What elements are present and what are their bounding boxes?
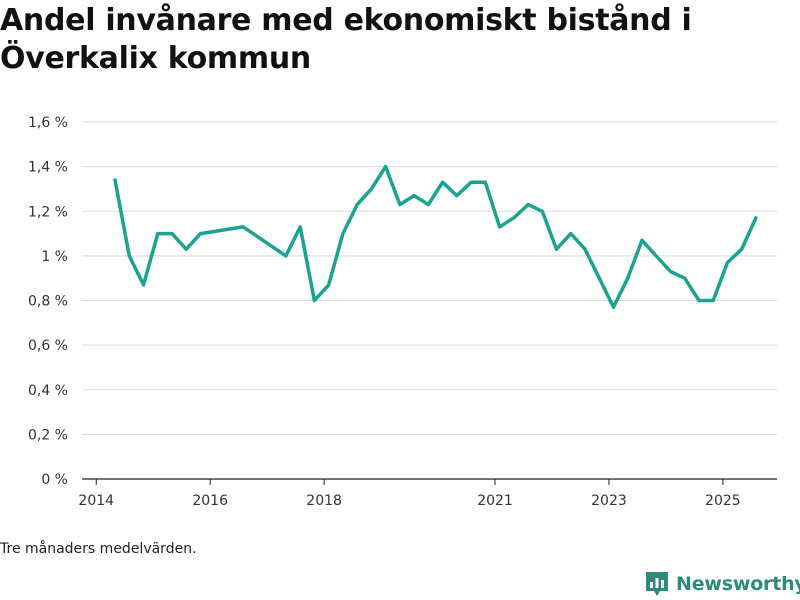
data-point xyxy=(369,187,373,191)
data-point xyxy=(156,232,160,236)
x-tick-label: 2014 xyxy=(78,493,114,509)
data-point xyxy=(398,203,402,207)
y-tick-label: 0,8 % xyxy=(28,294,68,310)
series-layer xyxy=(113,164,758,309)
y-tick-label: 0,6 % xyxy=(28,338,68,354)
data-point xyxy=(626,276,630,280)
data-point xyxy=(341,232,345,236)
data-point xyxy=(540,209,544,213)
data-point xyxy=(711,299,715,303)
data-point xyxy=(754,216,758,220)
y-tick-label: 1 % xyxy=(41,249,68,265)
data-point xyxy=(555,247,559,251)
x-tick-label: 2016 xyxy=(192,493,228,509)
data-point xyxy=(654,254,658,258)
data-point xyxy=(612,305,616,309)
data-point xyxy=(113,178,117,182)
y-tick-label: 1,4 % xyxy=(28,160,68,176)
data-point xyxy=(725,261,729,265)
data-point xyxy=(526,203,530,207)
footnote: Tre månaders medelvärden. xyxy=(0,541,197,557)
x-tick-label: 2023 xyxy=(591,493,627,509)
data-point xyxy=(483,180,487,184)
series-line xyxy=(113,164,758,309)
data-point xyxy=(142,283,146,287)
y-axis-tick-labels: 0 % 0,2 % 0,4 % 0,6 % 0,8 % 1 % 1,2 % 1,4 % 1,6 … xyxy=(28,115,68,488)
chart-title: Andel invånare med ekonomiskt bistånd i … xyxy=(0,3,692,76)
data-point xyxy=(498,225,502,229)
y-tick-label: 1,2 % xyxy=(28,204,68,220)
x-axis-tick-labels: 2014 2016 2018 2021 2023 2025 xyxy=(78,479,741,509)
data-point xyxy=(740,247,744,251)
data-point xyxy=(668,269,672,273)
data-point xyxy=(312,299,316,303)
data-point xyxy=(583,247,587,251)
data-point xyxy=(426,203,430,207)
data-point xyxy=(355,203,359,207)
data-point xyxy=(640,238,644,242)
data-point xyxy=(241,225,245,229)
data-point xyxy=(683,276,687,280)
data-point xyxy=(697,299,701,303)
data-point xyxy=(284,254,288,258)
y-tick-label: 1,6 % xyxy=(28,115,68,131)
x-tick-label: 2025 xyxy=(705,493,741,509)
data-point xyxy=(512,216,516,220)
data-point xyxy=(127,254,131,258)
data-point xyxy=(569,232,573,236)
y-tick-label: 0 % xyxy=(41,472,68,488)
data-point xyxy=(441,180,445,184)
x-tick-label: 2018 xyxy=(306,493,342,509)
brand-name: Newsworthy xyxy=(676,573,800,595)
data-point xyxy=(298,225,302,229)
data-point xyxy=(184,247,188,251)
brand-logo: Newsworthy xyxy=(644,569,800,599)
x-tick-label: 2021 xyxy=(477,493,513,509)
data-point xyxy=(384,165,388,169)
data-point xyxy=(455,194,459,198)
data-point xyxy=(198,232,202,236)
data-point xyxy=(412,194,416,198)
grid-lines xyxy=(82,121,777,435)
data-point xyxy=(597,276,601,280)
data-point xyxy=(170,232,174,236)
y-tick-label: 0,2 % xyxy=(28,427,68,443)
newsworthy-logo-icon xyxy=(646,572,668,596)
y-tick-label: 0,4 % xyxy=(28,383,68,399)
data-point xyxy=(327,283,331,287)
data-point xyxy=(469,180,473,184)
